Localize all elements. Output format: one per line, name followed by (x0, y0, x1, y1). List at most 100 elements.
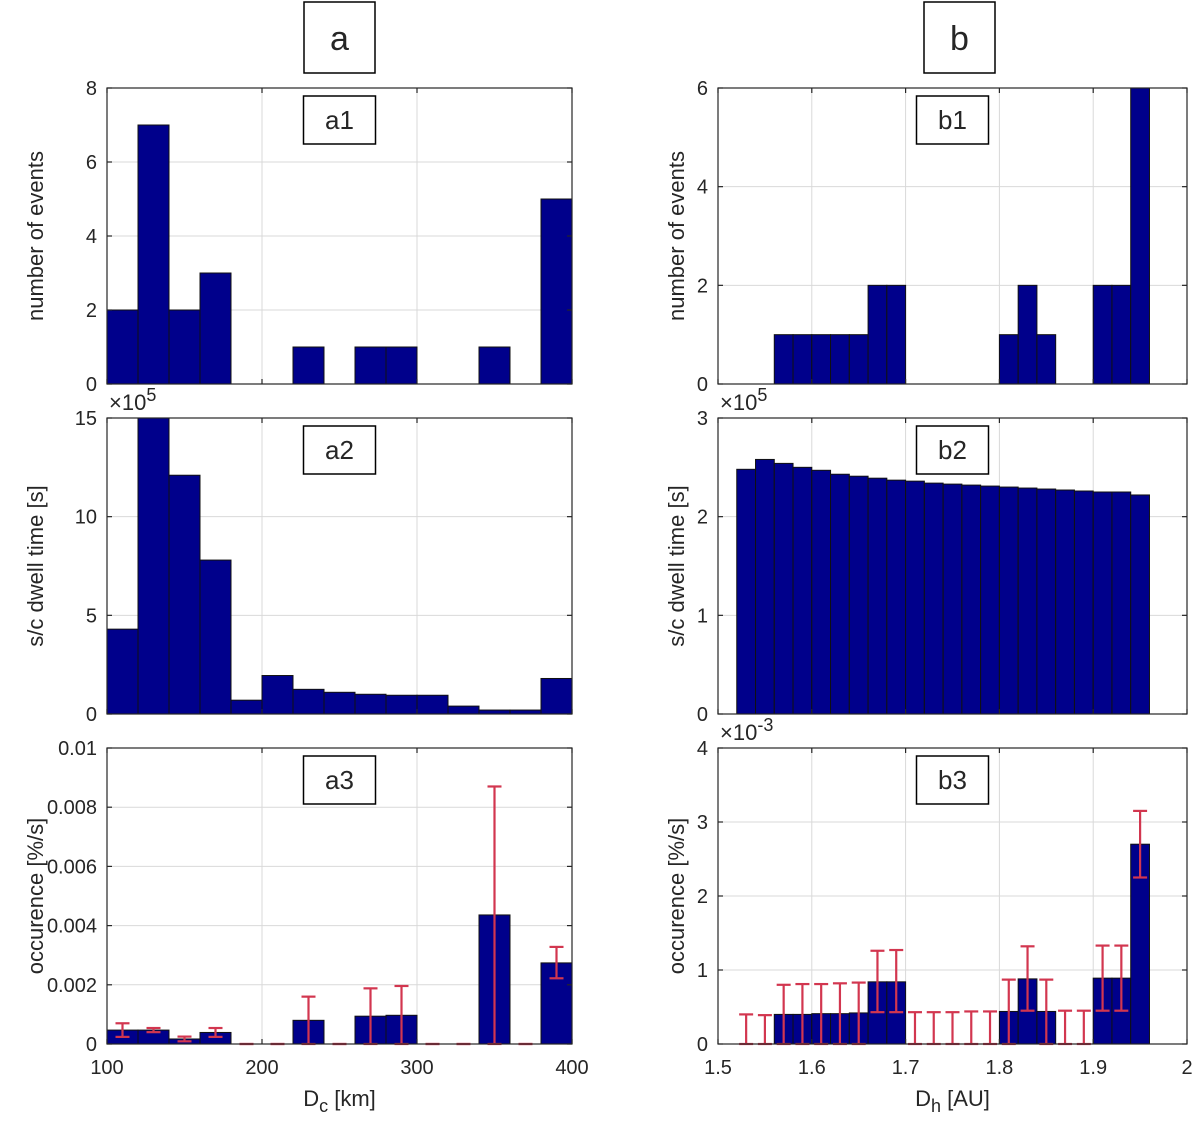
b3-panel-title-text: b3 (938, 765, 967, 795)
a3-panel-title-text: a3 (325, 765, 354, 795)
a1-bar (354, 346, 387, 385)
a1-panel-title: a1 (302, 95, 377, 145)
panel-b1: 0 2 4 6 number of events b1 (664, 78, 1188, 396)
b2-axes-box (717, 417, 1188, 715)
a3-y-tick-label: 0.002 (47, 975, 97, 997)
b2-bar (998, 486, 1019, 715)
b2-bar (736, 468, 757, 715)
column-label-a-box (303, 1, 376, 74)
b3-error-bar (870, 949, 885, 1014)
b2-y-axis-label: s/c dwell time [s] (664, 485, 689, 646)
a1-y-tick-label: 4 (86, 226, 97, 248)
b2-exponent-power: 5 (757, 385, 767, 405)
a2-panel-title-box (302, 425, 377, 475)
b2-bar (811, 469, 832, 715)
a1-bar (137, 124, 170, 385)
b1-bar (792, 334, 813, 385)
b2-exponent-base: ×10 (720, 390, 757, 415)
a1-y-tick-label: 2 (86, 300, 97, 322)
a3-panel-title-box (302, 755, 377, 805)
a3-panel-title: a3 (302, 755, 377, 805)
b2-panel-title-box (915, 425, 990, 475)
b3-error-bar (1020, 945, 1035, 1012)
a2-panel-title: a2 (302, 425, 377, 475)
a1-y-tick-label: 0 (86, 374, 97, 396)
column-label-a: a (303, 1, 376, 74)
b3-panel-title-box (915, 755, 990, 805)
column-label-b-box (923, 1, 996, 74)
b2-y-tick-label: 0 (697, 704, 708, 726)
a3-y-tick-label: 0 (86, 1034, 97, 1056)
a3-x-axis-label-sub: c (319, 1096, 328, 1116)
a1-bar (292, 346, 325, 385)
b3-x-axis-label-sub: h (931, 1096, 941, 1116)
b3-error-bar (1133, 809, 1148, 879)
a3-y-tick-label: 0.006 (47, 856, 97, 878)
a3-x-axis-label: Dc [km] (303, 1086, 376, 1116)
b3-x-axis-label-main: D (915, 1086, 931, 1111)
b1-y-tick-label: 2 (697, 275, 708, 297)
a3-y-tick-label: 0.01 (58, 738, 97, 760)
a1-bar (199, 272, 232, 385)
a1-panel-title-box (302, 95, 377, 145)
a3-x-axis-label-main: D (303, 1086, 319, 1111)
b1-panel-title: b1 (915, 95, 990, 145)
b2-bar (1017, 487, 1038, 715)
b3-y-tick-label: 2 (697, 886, 708, 908)
panel-b3: 0 1 2 3 4 1.5 1.6 1.7 1.8 1.9 2 occurence [%/s] ×10-… (664, 715, 1193, 1116)
a2-y-tick-label: 5 (86, 605, 97, 627)
b1-y-tick-label: 4 (697, 177, 708, 199)
a3-axes-box (106, 747, 573, 1045)
b2-panel-title: b2 (915, 425, 990, 475)
a3-x-tick-label: 100 (90, 1057, 123, 1079)
b2-y-tick-label: 3 (697, 408, 708, 430)
b1-panel-title-text: b1 (938, 105, 967, 135)
a3-x-tick-label: 200 (245, 1057, 278, 1079)
b2-bar (773, 462, 794, 715)
b1-bar (848, 334, 869, 385)
b1-panel-title-box (915, 95, 990, 145)
b3-x-tick-label: 1.5 (704, 1057, 732, 1079)
a3-error-bar (146, 1026, 161, 1034)
b2-bar (1130, 494, 1150, 715)
b1-bar (1017, 284, 1038, 385)
b3-error-bar (1095, 944, 1110, 1012)
b3-x-tick-label: 1.9 (1079, 1057, 1107, 1079)
b1-bar (1092, 284, 1113, 385)
column-label-b-text: b (950, 20, 969, 58)
b3-error-bar (1114, 944, 1129, 1012)
b3-y-tick-label: 1 (697, 960, 708, 982)
a3-y-tick-label: 0.008 (47, 797, 97, 819)
panel-a3: 0 0.002 0.004 0.006 0.008 0.01 100 200 300 400 occ… (23, 738, 589, 1116)
a2-bar (540, 677, 573, 715)
b2-bar (961, 484, 982, 715)
b2-y-tick-label: 1 (697, 605, 708, 627)
column-label-a-text: a (330, 20, 349, 58)
b2-bar (867, 477, 888, 715)
a2-y-tick-label: 10 (75, 507, 97, 529)
b1-bar (867, 284, 888, 385)
b3-y-tick-label: 4 (697, 738, 708, 760)
a2-bar (385, 694, 418, 715)
b1-y-axis-label: number of events (664, 151, 689, 321)
b2-bar (755, 458, 775, 715)
b2-bar (923, 482, 944, 715)
b2-bar (830, 473, 850, 715)
b2-bar (1111, 491, 1132, 715)
a2-exponent-label: ×105 (109, 385, 156, 415)
a2-bar (230, 699, 263, 715)
a1-bar (168, 309, 201, 385)
a2-bar (292, 688, 325, 715)
a3-x-tick-label: 400 (555, 1057, 588, 1079)
b3-x-tick-label: 1.6 (798, 1057, 826, 1079)
a2-bar (323, 691, 356, 715)
b2-bar (1055, 489, 1075, 715)
a1-y-tick-label: 6 (86, 152, 97, 174)
a1-panel-title-text: a1 (325, 105, 354, 135)
b2-bar (1092, 491, 1113, 715)
a3-error-bar (115, 1022, 130, 1038)
a1-bar (106, 309, 139, 385)
panel-b2: 0 1 2 3 s/c dwell time [s] ×105 b2 (664, 385, 1188, 726)
b2-bar (848, 475, 869, 715)
